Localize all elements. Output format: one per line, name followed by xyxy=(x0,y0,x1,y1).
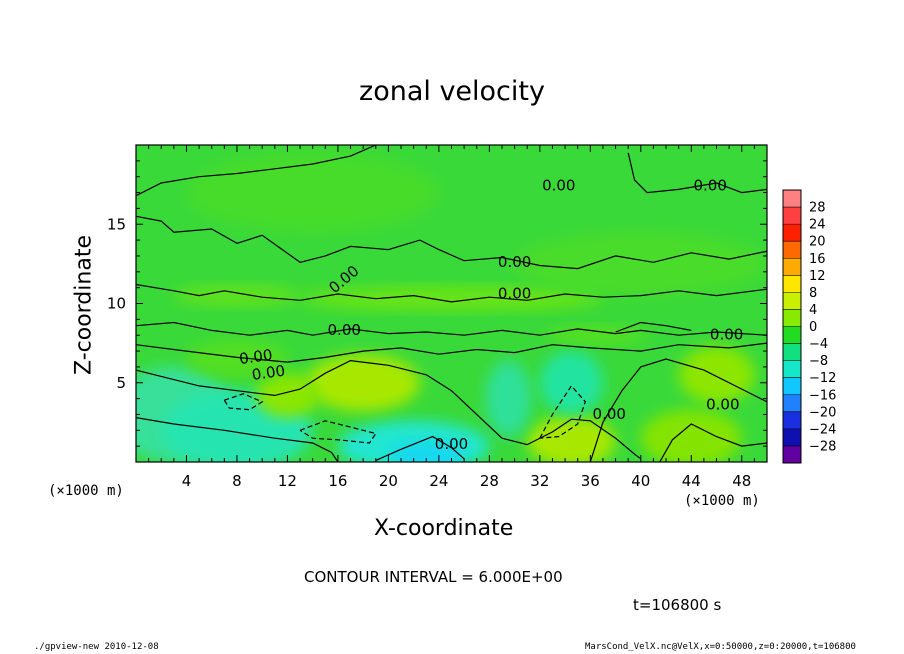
colorbar-label: −12 xyxy=(809,371,836,386)
y-tick-label: 5 xyxy=(116,374,126,392)
contour-label: 0.00 xyxy=(694,177,727,195)
contour-label: 0.00 xyxy=(238,346,274,368)
colorbar-label: −8 xyxy=(809,354,828,369)
y-tick-label: 10 xyxy=(107,295,126,313)
colorbar-swatch xyxy=(783,428,801,447)
x-tick-label: 40 xyxy=(631,472,650,490)
field-blob xyxy=(514,232,767,296)
colorbar-label: 28 xyxy=(809,201,826,216)
contour-line xyxy=(136,321,767,336)
footer-left: ./gpview-new 2010-12-08 xyxy=(34,642,159,652)
contour-label: 0.00 xyxy=(706,395,739,413)
field-blob xyxy=(306,354,420,412)
field-blob xyxy=(186,152,439,233)
colorbar-swatch xyxy=(783,241,801,259)
colorbar-swatch xyxy=(783,224,801,242)
colorbar-swatch xyxy=(783,309,801,327)
colorbar-swatch xyxy=(783,275,801,293)
contour-label: 0.00 xyxy=(710,326,743,344)
field-blob xyxy=(539,351,603,415)
x-unit-right: (×1000 m) xyxy=(684,493,760,509)
contour-line-negative xyxy=(539,384,586,439)
contour-line xyxy=(136,283,767,303)
x-tick-label: 20 xyxy=(379,472,398,490)
field-blob xyxy=(640,409,742,462)
colorbar-swatch xyxy=(783,377,801,396)
field-blob xyxy=(678,346,755,404)
x-tick-label: 28 xyxy=(480,472,499,490)
field-blob xyxy=(173,284,301,307)
contour-interval: CONTOUR INTERVAL = 6.000E+00 xyxy=(304,568,563,586)
contour-line-negative xyxy=(299,420,377,444)
colorbar-swatch xyxy=(783,411,801,430)
colorbar-swatch xyxy=(783,326,801,345)
y-axis-label: Z-coordinate xyxy=(71,235,97,375)
colorbar-label: −24 xyxy=(809,422,836,437)
colorbar-label: −4 xyxy=(809,337,828,352)
field-blob xyxy=(546,325,648,345)
contour-line xyxy=(136,342,767,363)
contour-label: 0.00 xyxy=(593,405,626,423)
contour-line xyxy=(627,152,767,194)
colorbar-label: 16 xyxy=(809,252,826,267)
colorbar-swatch xyxy=(783,292,801,310)
x-tick-label: 48 xyxy=(732,472,751,490)
colorbar-label: −28 xyxy=(809,439,836,454)
x-axis-label: X-coordinate xyxy=(374,516,514,541)
colorbar-swatch xyxy=(783,258,801,276)
colorbar-label: 4 xyxy=(809,303,817,318)
contour-line xyxy=(136,417,339,462)
colorbar-label: 8 xyxy=(809,286,817,301)
contour-label: 0.00 xyxy=(435,435,468,453)
time-label: t=106800 s xyxy=(633,596,722,614)
contour-label: 0.00 xyxy=(498,284,531,302)
footer-right: MarsCond_VelX.nc@VelX,x=0:50000,z=0:2000… xyxy=(585,642,856,652)
colorbar-label: −20 xyxy=(809,405,836,420)
x-tick-label: 44 xyxy=(682,472,701,490)
field-blob xyxy=(485,360,532,437)
contour-label: 0.00 xyxy=(328,321,361,339)
field-blob xyxy=(300,286,603,312)
contour-label: 0.00 xyxy=(251,362,287,384)
field-blob xyxy=(186,339,288,378)
colorbar-label: 12 xyxy=(809,269,826,284)
x-tick-label: 32 xyxy=(530,472,549,490)
field-layer xyxy=(136,145,767,462)
contour-line xyxy=(136,215,767,270)
colorbar-swatch xyxy=(783,394,801,413)
colorbar-swatch xyxy=(783,360,801,379)
colorbar-swatch xyxy=(783,190,801,208)
colorbar-swatch xyxy=(783,207,801,225)
chart-title: zonal velocity xyxy=(359,76,545,107)
x-tick-label: 12 xyxy=(278,472,297,490)
colorbar-label: −16 xyxy=(809,388,836,403)
x-tick-label: 36 xyxy=(581,472,600,490)
contour-line xyxy=(589,358,767,462)
colorbar-label: 24 xyxy=(809,218,826,233)
contour-line xyxy=(136,359,642,460)
x-unit-left: (×1000 m) xyxy=(48,483,124,499)
contour-label: 0.00 xyxy=(542,177,575,195)
contour-line xyxy=(659,423,767,462)
y-tick-label: 15 xyxy=(107,215,126,233)
x-tick-label: 4 xyxy=(182,472,192,490)
contour-line-negative xyxy=(223,393,264,411)
colorbar-label: 20 xyxy=(809,235,826,250)
contour-label: 0.00 xyxy=(498,253,531,271)
x-tick-label: 8 xyxy=(232,472,242,490)
colorbar-swatch xyxy=(783,343,801,362)
colorbar-swatch xyxy=(783,445,801,464)
contour-line xyxy=(136,145,377,197)
x-tick-label: 24 xyxy=(429,472,448,490)
contour-line xyxy=(615,321,692,333)
contour-line xyxy=(375,435,465,461)
x-tick-label: 16 xyxy=(328,472,347,490)
colorbar-label: 0 xyxy=(809,320,817,335)
field-blob xyxy=(255,373,319,418)
